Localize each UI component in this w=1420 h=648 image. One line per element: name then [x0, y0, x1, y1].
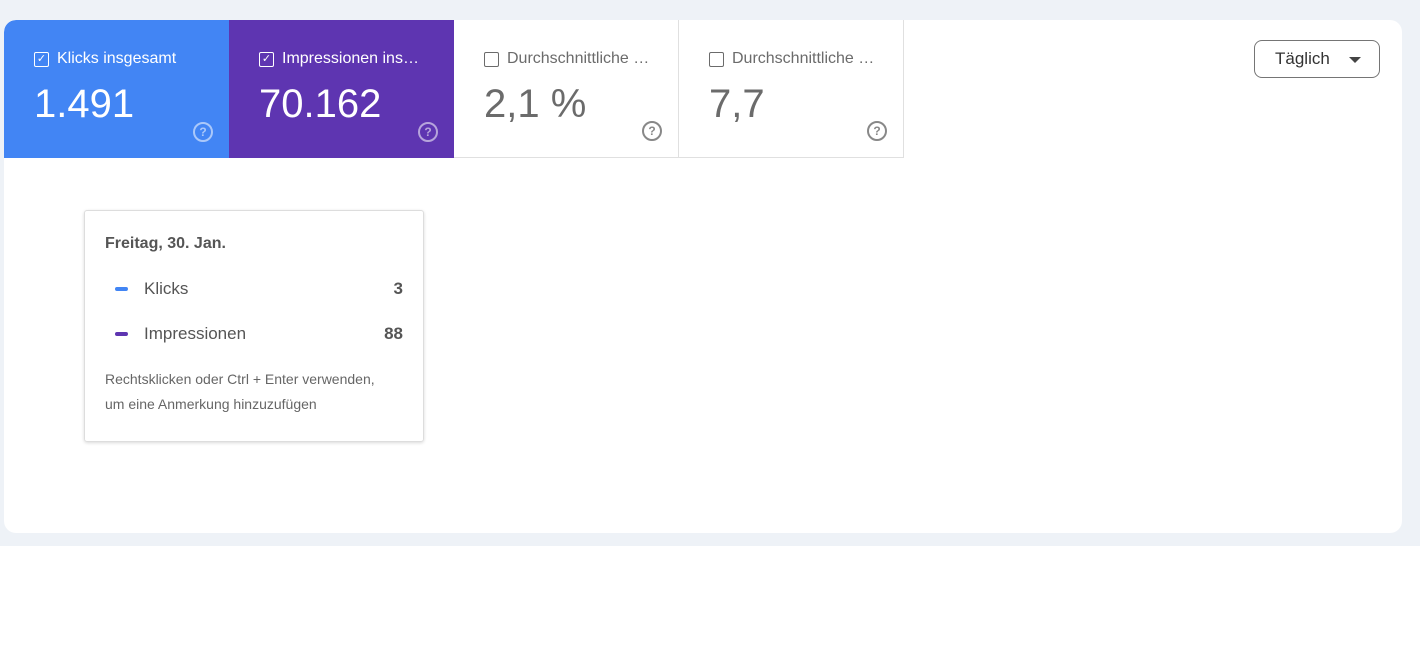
chart-tooltip: Freitag, 30. Jan. Klicks 3 Impressionen … — [84, 210, 424, 442]
tooltip-hint-line: Rechtsklicken oder Ctrl + Enter verwende… — [105, 371, 375, 387]
legend-swatch-impressions — [115, 332, 128, 336]
tooltip-row-impressions: Impressionen 88 — [115, 324, 403, 344]
help-icon[interactable]: ? — [418, 122, 438, 142]
tooltip-hint: Rechtsklicken oder Ctrl + Enter verwende… — [105, 367, 375, 417]
chevron-down-icon — [1349, 57, 1361, 63]
tooltip-hint-line: um eine Anmerkung hinzuzufügen — [105, 396, 317, 412]
help-icon[interactable]: ? — [193, 122, 213, 142]
metric-label: Klicks insgesamt — [57, 50, 177, 67]
metric-value: 7,7 — [709, 82, 765, 126]
checkbox-unchecked-icon[interactable] — [709, 51, 724, 67]
tooltip-title: Freitag, 30. Jan. — [105, 235, 226, 252]
legend-swatch-clicks — [115, 287, 128, 291]
checkbox-checked-icon[interactable]: ✓ — [259, 51, 274, 67]
metric-value: 1.491 — [34, 82, 135, 126]
metric-card-ctr[interactable]: Durchschnittliche … 2,1 % ? — [454, 20, 679, 158]
tooltip-label: Impressionen — [144, 324, 247, 343]
metric-label: Impressionen ins… — [282, 50, 419, 67]
metric-label: Durchschnittliche … — [507, 50, 650, 67]
help-icon[interactable]: ? — [642, 121, 662, 141]
granularity-selected: Täglich — [1275, 49, 1330, 68]
metric-card-clicks[interactable]: ✓ Klicks insgesamt 1.491 ? — [4, 20, 229, 158]
help-icon[interactable]: ? — [867, 121, 887, 141]
tooltip-value: 3 — [393, 279, 403, 298]
tooltip-label: Klicks — [144, 279, 189, 298]
checkbox-unchecked-icon[interactable] — [484, 51, 499, 67]
checkbox-checked-icon[interactable]: ✓ — [34, 51, 49, 67]
metric-value: 2,1 % — [484, 82, 587, 126]
metric-card-position[interactable]: Durchschnittliche … 7,7 ? — [679, 20, 904, 158]
metric-card-impressions[interactable]: ✓ Impressionen ins… 70.162 ? — [229, 20, 454, 158]
tooltip-row-clicks: Klicks 3 — [115, 279, 403, 299]
granularity-dropdown[interactable]: Täglich — [1254, 40, 1380, 78]
metric-label: Durchschnittliche … — [732, 50, 875, 67]
metric-value: 70.162 — [259, 82, 382, 126]
tooltip-value: 88 — [384, 324, 403, 343]
